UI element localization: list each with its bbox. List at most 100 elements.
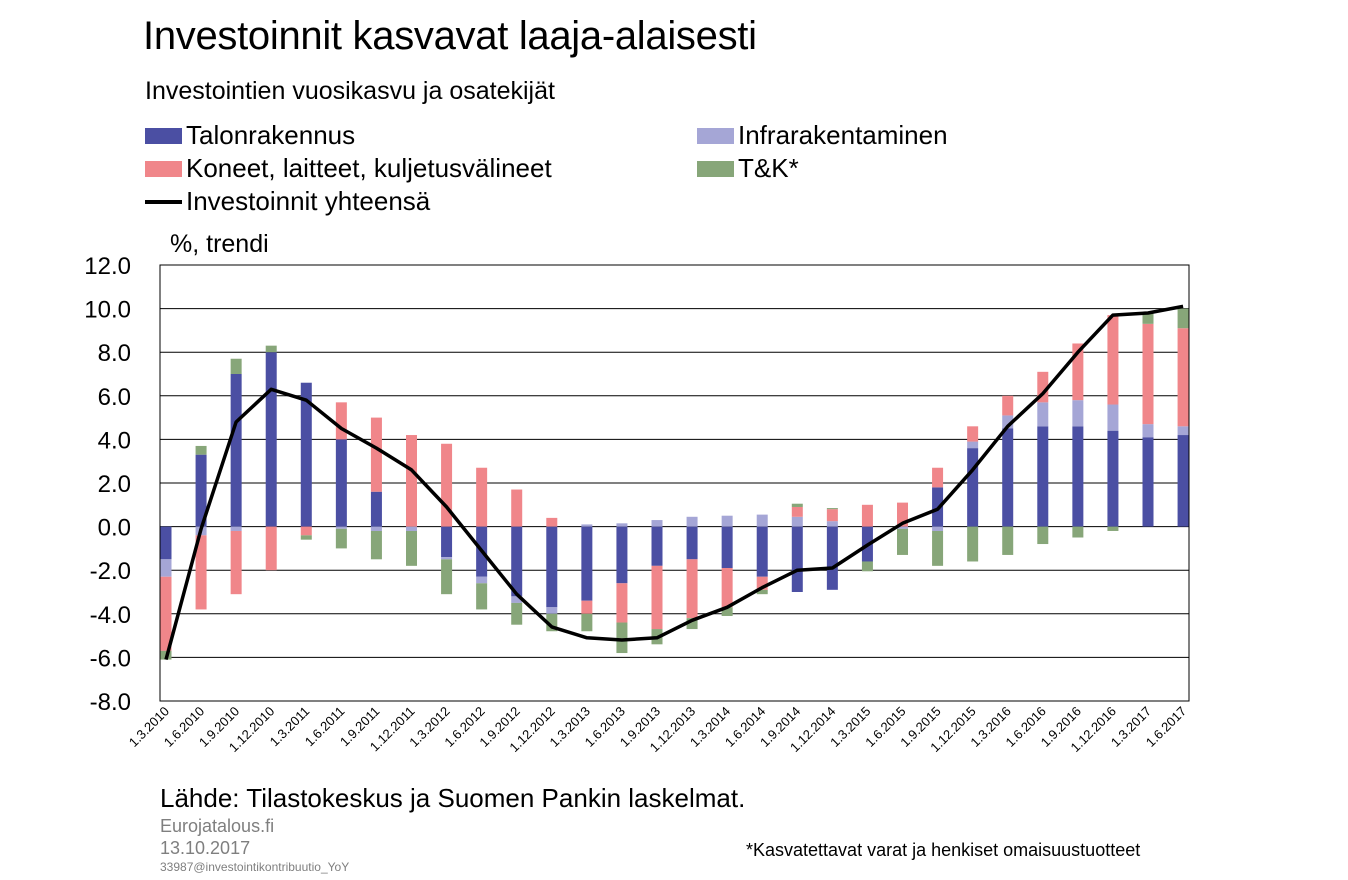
bar-koneet-3 <box>265 526 277 571</box>
bar-tk-17 <box>756 589 768 595</box>
legend-swatch-talonrakennus <box>145 127 182 144</box>
bar-koneet-28 <box>1142 323 1154 425</box>
bar-koneet-29 <box>1177 328 1189 427</box>
bar-infrarakentaminen-16 <box>721 515 733 527</box>
bar-tk-24 <box>1002 526 1014 555</box>
bar-infrarakentaminen-14 <box>651 520 663 527</box>
bar-tk-10 <box>511 602 523 625</box>
bar-koneet-23 <box>967 426 979 442</box>
y-tick-label-9: -6.0 <box>90 645 131 672</box>
bar-koneet-26 <box>1072 343 1084 401</box>
bar-tk-22 <box>932 530 944 566</box>
bar-talonrakennus-23 <box>967 448 979 527</box>
bar-koneet-25 <box>1037 371 1049 403</box>
bar-tk-27 <box>1107 526 1119 531</box>
total-line-group <box>164 304 1184 661</box>
y-tick-labels: 12.0 10.0 8.0 6.0 4.0 2.0 0.0 -2.0 -4.0 -6.0 -8.0 <box>84 253 131 716</box>
bar-talonrakennus-6 <box>370 491 382 527</box>
bar-koneet-16 <box>721 568 733 608</box>
bar-koneet-21 <box>897 502 909 527</box>
bar-tk-2 <box>230 358 242 374</box>
legend-swatch-koneet <box>145 160 182 177</box>
bar-koneet-8 <box>441 443 453 527</box>
y-tick-label-2: 8.0 <box>98 340 131 367</box>
bar-tk-15 <box>686 618 698 630</box>
bar-talonrakennus-24 <box>1002 428 1014 527</box>
bar-tk-12 <box>581 613 593 632</box>
bar-koneet-24 <box>1002 395 1014 416</box>
publish-date: 13.10.2017 <box>160 838 251 858</box>
plot-border <box>159 264 1190 702</box>
bar-infrarakentaminen-0 <box>160 559 172 577</box>
x-tick-labels: 1.3.20101.6.20101.9.20101.12.20101.3.201… <box>126 704 1189 756</box>
y-tick-label-10: -8.0 <box>90 689 131 716</box>
bar-tk-19 <box>826 508 838 510</box>
legend-item-total: Investoinnit yhteensä <box>145 186 430 217</box>
bar-koneet-4 <box>300 526 312 536</box>
bar-tk-18 <box>791 503 803 507</box>
bar-tk-11 <box>546 613 558 632</box>
bar-infrarakentaminen-21 <box>897 526 909 529</box>
bar-tk-6 <box>370 530 382 560</box>
bar-tk-7 <box>406 530 418 566</box>
bar-tk-26 <box>1072 526 1084 538</box>
bar-infrarakentaminen-2 <box>230 526 242 531</box>
bar-talonrakennus-0 <box>160 526 172 560</box>
bar-talonrakennus-25 <box>1037 426 1049 527</box>
legend-item-talonrakennus: Talonrakennus <box>145 120 355 151</box>
bar-talonrakennus-4 <box>300 382 312 527</box>
bar-infrarakentaminen-27 <box>1107 404 1119 431</box>
bar-infrarakentaminen-29 <box>1177 426 1189 436</box>
site-name: Eurojatalous.fi <box>160 816 275 836</box>
bar-infrarakentaminen-23 <box>967 441 979 449</box>
bar-infrarakentaminen-15 <box>686 516 698 527</box>
bar-koneet-27 <box>1107 315 1119 405</box>
bar-infrarakentaminen-24 <box>1002 415 1014 429</box>
bar-koneet-10 <box>511 489 523 527</box>
y-tick-label-4: 4.0 <box>98 427 131 454</box>
bar-koneet-5 <box>335 402 347 440</box>
bar-talonrakennus-15 <box>686 526 698 560</box>
bar-infrarakentaminen-8 <box>441 557 453 560</box>
bar-talonrakennus-12 <box>581 526 593 601</box>
bar-talonrakennus-16 <box>721 526 733 569</box>
chart-title: Investoinnit kasvavat laaja-alaisesti <box>143 14 757 58</box>
bar-talonrakennus-29 <box>1177 435 1189 527</box>
bar-talonrakennus-5 <box>335 439 347 527</box>
bar-talonrakennus-2 <box>230 374 242 527</box>
bar-tk-1 <box>195 445 207 455</box>
y-tick-label-8: -4.0 <box>90 602 131 629</box>
bar-koneet-22 <box>932 467 944 488</box>
bar-koneet-20 <box>861 504 873 527</box>
chart-code: 33987@investointikontribuutio_YoY <box>160 860 350 874</box>
bar-infrarakentaminen-6 <box>370 526 382 531</box>
y-tick-label-0: 12.0 <box>84 253 131 280</box>
bar-talonrakennus-19 <box>826 526 838 590</box>
bar-koneet-11 <box>546 517 558 527</box>
bar-tk-9 <box>476 583 488 610</box>
bar-koneet-2 <box>230 530 242 595</box>
legend-label-tk: T&K* <box>738 153 799 183</box>
bar-koneet-13 <box>616 583 628 623</box>
bar-koneet-17 <box>756 576 768 590</box>
y-tick-label-6: 0.0 <box>98 515 131 542</box>
bar-koneet-0 <box>160 576 172 651</box>
bar-segments <box>160 308 1189 660</box>
bar-talonrakennus-17 <box>756 526 768 577</box>
bar-infrarakentaminen-11 <box>546 607 558 614</box>
legend-label-koneet: Koneet, laitteet, kuljetusvälineet <box>186 153 552 183</box>
bar-talonrakennus-26 <box>1072 426 1084 527</box>
bar-koneet-1 <box>195 535 207 610</box>
bar-talonrakennus-8 <box>441 526 453 558</box>
bar-tk-16 <box>721 607 733 616</box>
bar-koneet-15 <box>686 559 698 619</box>
y-tick-label-7: -2.0 <box>90 558 131 585</box>
bar-koneet-18 <box>791 506 803 517</box>
bar-talonrakennus-14 <box>651 526 663 566</box>
bar-infrarakentaminen-22 <box>932 526 944 531</box>
y-axis-unit-label: %, trendi <box>170 230 269 258</box>
legend-label-total: Investoinnit yhteensä <box>186 186 431 216</box>
bar-tk-3 <box>265 345 277 353</box>
y-tick-label-3: 6.0 <box>98 384 131 411</box>
